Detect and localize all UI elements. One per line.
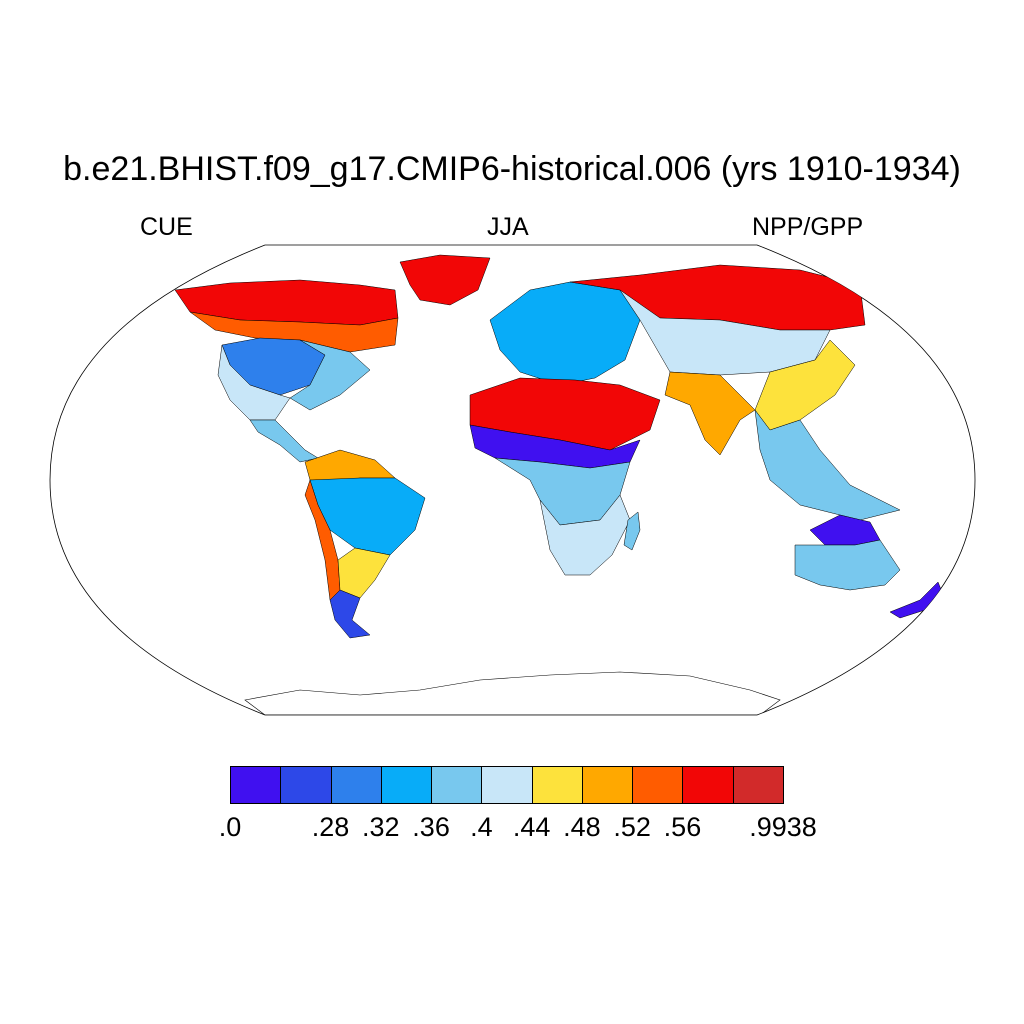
colorbar-label: .32 — [362, 812, 400, 842]
colorbar-label: .36 — [412, 812, 450, 842]
colorbar-label: .44 — [512, 812, 551, 842]
colorbar-swatch — [230, 766, 282, 804]
australia — [794, 539, 901, 591]
colorbar-swatch — [280, 766, 332, 804]
colorbar-label: .0 — [218, 812, 242, 842]
colorbar-label: .48 — [563, 812, 601, 842]
season-label: JJA — [487, 213, 529, 241]
colorbar-swatch — [431, 766, 483, 804]
south-asia — [664, 371, 756, 456]
colorbar-swatch — [531, 766, 583, 804]
north-america-west — [217, 344, 291, 421]
north-america-east — [289, 339, 371, 411]
colorbar-label: .28 — [311, 812, 350, 842]
colorbar-label: .56 — [663, 812, 702, 842]
map-title: b.e21.BHIST.f09_g17.CMIP6-historical.006… — [63, 150, 961, 188]
greenland-coast — [399, 254, 491, 306]
southern-africa — [539, 494, 631, 576]
patagonia — [329, 589, 371, 639]
colorbar-label: .52 — [613, 812, 651, 842]
north-america-boreal — [189, 311, 399, 353]
colorbar-swatch — [380, 766, 433, 804]
colorbar-swatch — [481, 766, 533, 804]
colorbar-swatch — [682, 766, 734, 804]
colorbar-label: .4 — [470, 812, 493, 842]
colorbar-swatch — [330, 766, 382, 804]
antarctica-outline — [244, 671, 781, 715]
colorbar-label: .9938 — [749, 812, 817, 842]
colorbar-swatch — [732, 766, 784, 804]
colorbar-swatch — [581, 766, 634, 804]
madagascar — [623, 511, 641, 551]
colorbar-swatch — [632, 766, 684, 804]
europe — [489, 281, 641, 386]
ratio-label: NPP/GPP — [752, 213, 864, 241]
south-east-asia — [754, 409, 901, 521]
variable-label: CUE — [140, 213, 193, 241]
